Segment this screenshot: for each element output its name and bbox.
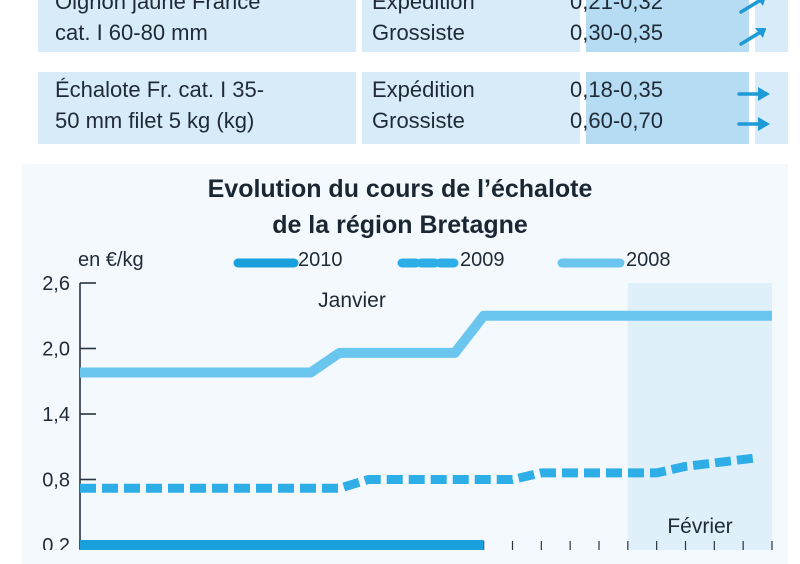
right-arrow-icon (737, 117, 770, 131)
y-tick-label: 0,2 (42, 535, 70, 550)
series-line-2008 (80, 310, 772, 378)
right-arrow-icon (737, 87, 770, 101)
annotation-janvier: Janvier (318, 289, 386, 312)
product-name: cat. I 60-80 mm (55, 20, 208, 45)
stage-label: Grossiste (372, 20, 465, 45)
legend-label-2008: 2008 (626, 249, 671, 271)
fevrier-band (627, 283, 772, 550)
series-line-2009 (80, 453, 759, 493)
legend-label-2009: 2009 (460, 249, 505, 271)
price-table: Oignon jaune France cat. I 60-80 mm Expé… (0, 0, 800, 150)
annotation-fevrier: Février (667, 515, 732, 538)
product-name: Oignon jaune France (55, 0, 261, 14)
line-chart: 2,6 2,0 1,4 0,8 0,2 Janvier Février (42, 258, 773, 550)
chart-title: Evolution du cours de l’échalote (207, 175, 593, 203)
price-value: 0,30-0,35 (570, 20, 663, 45)
y-tick-label: 0,8 (42, 470, 70, 492)
product-name: 50 mm filet 5 kg (kg) (55, 108, 255, 133)
product-name: Échalote Fr. cat. I 35- (55, 77, 265, 102)
stage-label: Grossiste (372, 108, 465, 133)
up-right-arrow-icon (739, 0, 765, 14)
price-value: 0,18-0,35 (570, 77, 663, 102)
y-tick-label: 1,4 (42, 404, 70, 426)
table-row-shallot (38, 72, 788, 144)
y-tick-label: 2,0 (42, 339, 70, 361)
price-value: 0,21-0,32 (570, 0, 663, 14)
y-axis-unit-label: en €/kg (78, 249, 144, 271)
up-right-arrow-icon (739, 28, 766, 46)
legend-label-2010: 2010 (298, 249, 343, 271)
stage-label: Expédition (372, 0, 475, 14)
stage-label: Expédition (372, 77, 475, 102)
price-value: 0,60-0,70 (570, 108, 663, 133)
table-row-onion (38, 0, 788, 52)
chart-subtitle: de la région Bretagne (272, 211, 528, 239)
y-tick-label: 2,6 (42, 273, 70, 295)
